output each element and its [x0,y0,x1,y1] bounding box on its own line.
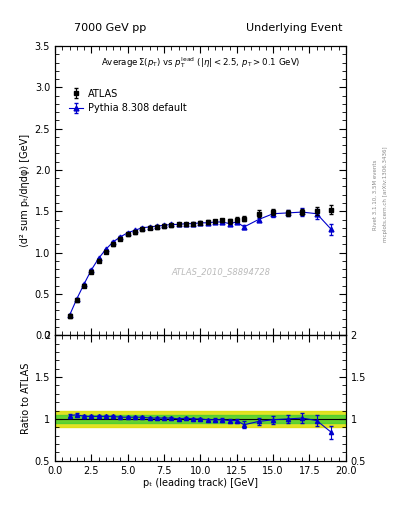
Bar [55,411,346,428]
Text: Average$\,\Sigma(p_\mathrm{T})$ vs $p_\mathrm{T}^\mathrm{lead}$ ($|\eta| < 2.5,\: Average$\,\Sigma(p_\mathrm{T})$ vs $p_\m… [101,55,300,70]
Text: 7000 GeV pp: 7000 GeV pp [74,23,146,33]
Text: Rivet 3.1.10, 3.5M events: Rivet 3.1.10, 3.5M events [373,159,378,230]
Legend: ATLAS, Pythia 8.308 default: ATLAS, Pythia 8.308 default [69,89,187,113]
Y-axis label: Ratio to ATLAS: Ratio to ATLAS [20,362,31,434]
Text: Underlying Event: Underlying Event [246,23,343,33]
Text: ATLAS_2010_S8894728: ATLAS_2010_S8894728 [171,267,270,276]
Bar [55,415,346,423]
Text: mcplots.cern.ch [arXiv:1306.3436]: mcplots.cern.ch [arXiv:1306.3436] [383,147,387,242]
Y-axis label: ⟨d² sum pₜ/dηdφ⟩ [GeV]: ⟨d² sum pₜ/dηdφ⟩ [GeV] [20,134,31,247]
X-axis label: pₜ (leading track) [GeV]: pₜ (leading track) [GeV] [143,478,258,488]
